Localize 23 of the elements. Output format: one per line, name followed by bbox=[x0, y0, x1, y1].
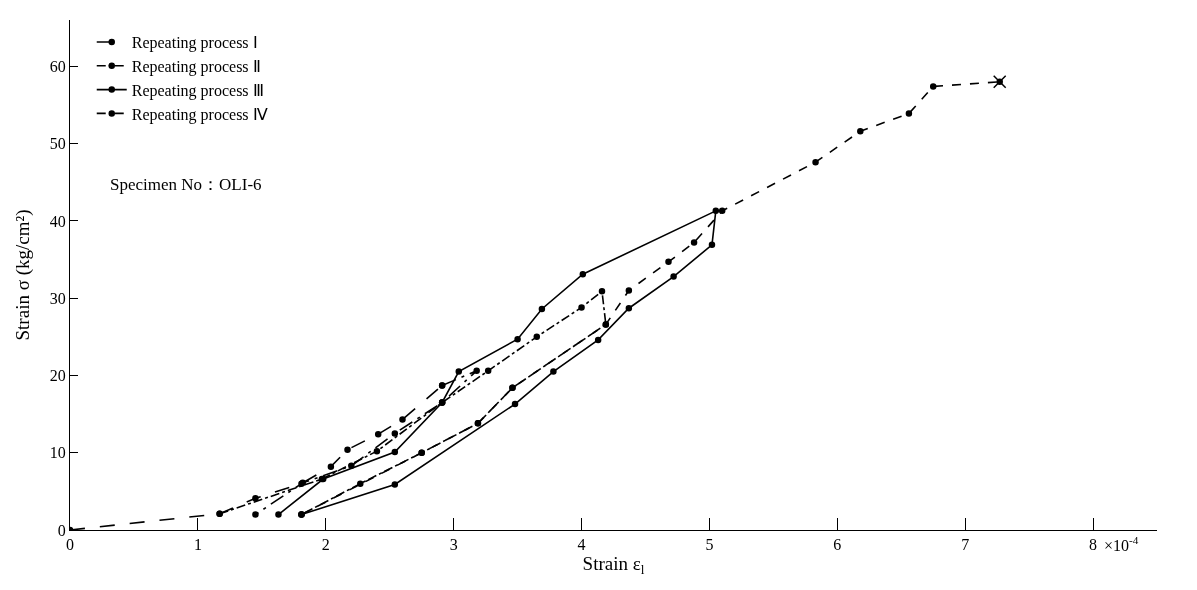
y-tick-label: 60 bbox=[49, 57, 66, 75]
legend-label: Repeating process Ⅳ bbox=[131, 105, 268, 124]
legend-label: Repeating process Ⅲ bbox=[131, 81, 264, 100]
x-tick-label: 5 bbox=[705, 536, 714, 554]
x-tick-label: 4 bbox=[577, 536, 586, 554]
annotation: Specimen No：OLI-6 bbox=[110, 175, 262, 194]
x-tick-label: 2 bbox=[321, 536, 330, 554]
y-tick-label: 40 bbox=[49, 212, 66, 230]
text: ×10$^{-4}$ bbox=[1104, 534, 1139, 554]
y-tick-label: 30 bbox=[49, 289, 66, 307]
x-tick-label: 8 bbox=[1089, 536, 1098, 554]
y-tick-label: 50 bbox=[49, 135, 66, 153]
x-tick-label: 3 bbox=[449, 536, 458, 554]
y-tick-label: 10 bbox=[49, 444, 66, 462]
y-tick-label: 0 bbox=[57, 521, 66, 539]
x-tick-label: 1 bbox=[193, 536, 202, 554]
x-tick-label: 6 bbox=[833, 536, 842, 554]
legend-label: Repeating process Ⅱ bbox=[131, 58, 261, 77]
x-axis-title: Strain ε$_{l}$ bbox=[582, 553, 645, 578]
y-axis-title: Strain σ (kg/cm²) bbox=[11, 209, 34, 341]
y-tick-label: 20 bbox=[49, 367, 66, 385]
x-tick-label: 7 bbox=[961, 536, 970, 554]
legend-label: Repeating process Ⅰ bbox=[131, 34, 258, 53]
